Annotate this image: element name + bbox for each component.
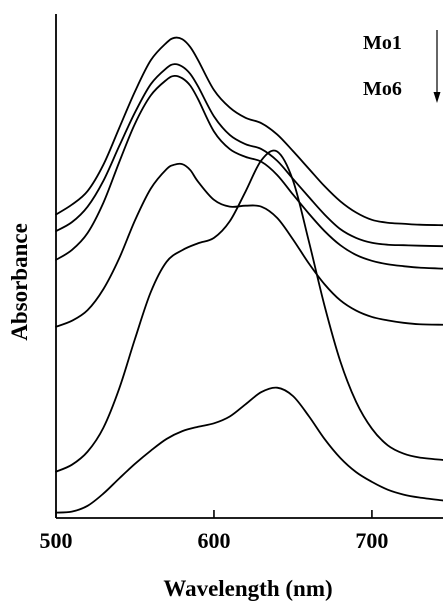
y-axis-title: Absorbance	[7, 223, 32, 341]
spectrum-curve-3	[55, 74, 443, 270]
spectrum-curve-4	[55, 162, 443, 328]
x-tick-label-600: 600	[197, 528, 230, 553]
legend: Mo1 Mo6	[363, 30, 441, 103]
spectrum-curve-2	[55, 63, 443, 248]
x-tick-label-500: 500	[40, 528, 73, 553]
axes: 500 600 700	[40, 14, 443, 553]
x-ticks: 500 600 700	[40, 510, 388, 553]
legend-first-label: Mo1	[363, 32, 402, 54]
spectrum-curve-6	[55, 386, 443, 514]
spectrum-curve-1	[55, 36, 443, 227]
legend-arrow-down-icon	[433, 92, 441, 103]
x-tick-label-700: 700	[355, 528, 388, 553]
legend-last-label: Mo6	[363, 78, 402, 100]
spectrum-curve-5	[55, 149, 443, 473]
spectra-curves	[55, 36, 443, 514]
x-axis-title: Wavelength (nm)	[163, 576, 332, 601]
